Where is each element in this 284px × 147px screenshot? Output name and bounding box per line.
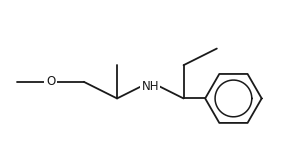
Text: O: O	[46, 75, 55, 88]
Text: NH: NH	[141, 80, 159, 93]
